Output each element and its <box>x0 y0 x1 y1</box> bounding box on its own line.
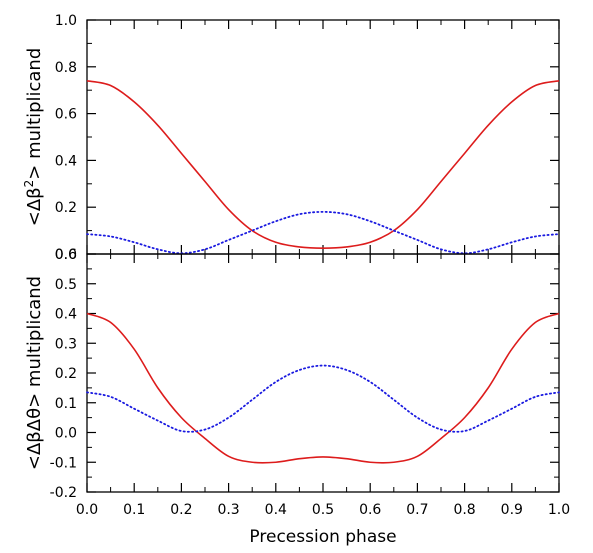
top-plot-frame <box>86 19 560 255</box>
xtick-label: 0.6 <box>359 502 381 518</box>
xtick-label: 0.8 <box>453 502 475 518</box>
xtick-label: 0.1 <box>123 502 145 518</box>
bottom-y-axis-label-pre: <ΔβΔθ> <box>24 393 45 470</box>
bot-ytick-label: 0.1 <box>55 396 77 412</box>
xtick-label: 1.0 <box>548 502 570 518</box>
xtick-label: 0.3 <box>217 502 239 518</box>
top-y-axis-label-sup: 2 <box>22 180 36 188</box>
bot-series-dotted-line <box>86 364 560 433</box>
bot-series-solid-line <box>86 312 560 464</box>
bot-ytick-label: -0.1 <box>50 455 77 471</box>
top-ytick-label: 0.2 <box>55 200 77 216</box>
xtick-label: 0.7 <box>406 502 428 518</box>
xtick-label: 0.5 <box>312 502 334 518</box>
bot-ytick-label: 0.0 <box>55 426 77 442</box>
top-x-axis-ticks <box>86 20 560 254</box>
top-y-axis-ticks: 0.0 0.2 0.4 0.6 0.8 1.0 <box>55 13 559 263</box>
bot-ytick-label: 0.2 <box>55 366 77 382</box>
bottom-panel: -0.2-0.10.00.10.20.30.40.50.6 0.0 0.1 0.2 0… <box>24 247 570 547</box>
top-y-axis-label-pre: <Δβ <box>24 187 45 226</box>
bot-ytick-label: 0.5 <box>55 277 77 293</box>
xtick-label: 0.4 <box>265 502 287 518</box>
top-series-dotted-line <box>86 210 560 255</box>
bottom-x-axis-ticks: 0.0 0.1 0.2 0.3 0.4 0.5 0.6 0.7 0.8 0.9 1.0 <box>76 254 570 518</box>
top-ytick-label: 0.8 <box>55 60 77 76</box>
x-axis-label: Precession phase <box>249 527 396 547</box>
bottom-series-group <box>86 312 560 464</box>
bot-ytick-label: -0.2 <box>50 485 77 501</box>
top-ytick-label: 0.4 <box>55 153 77 169</box>
top-ytick-label: 0.0 <box>55 247 77 263</box>
top-ytick-label: 1.0 <box>55 13 77 29</box>
top-ytick-label: 0.6 <box>55 107 77 123</box>
top-panel: 0.0 0.2 0.4 0.6 0.8 1.0 <Δβ2> multiplicand <box>22 13 560 263</box>
top-series-group <box>86 80 560 255</box>
bot-ytick-label: 0.6 <box>55 247 77 263</box>
top-y-axis-label: <Δβ2> multiplicand <box>22 48 45 227</box>
xtick-label: 0.9 <box>501 502 523 518</box>
bottom-y-axis-ticks: -0.2 -0.1 0.0 0.1 0.2 0.3 0.4 0.5 0.6 <box>50 247 559 501</box>
bot-ytick-label: 0.4 <box>55 307 77 323</box>
xtick-label: 0.2 <box>170 502 192 518</box>
top-series-solid-line <box>86 80 560 249</box>
bot-ytick-label: 0.3 <box>55 336 77 352</box>
xtick-label: 0.0 <box>76 502 98 518</box>
top-y-axis-label-post: > multiplicand <box>24 48 45 180</box>
bottom-y-axis-label-post: multiplicand <box>24 276 45 393</box>
bottom-y-axis-label: <ΔβΔθ> multiplicand <box>24 276 45 470</box>
